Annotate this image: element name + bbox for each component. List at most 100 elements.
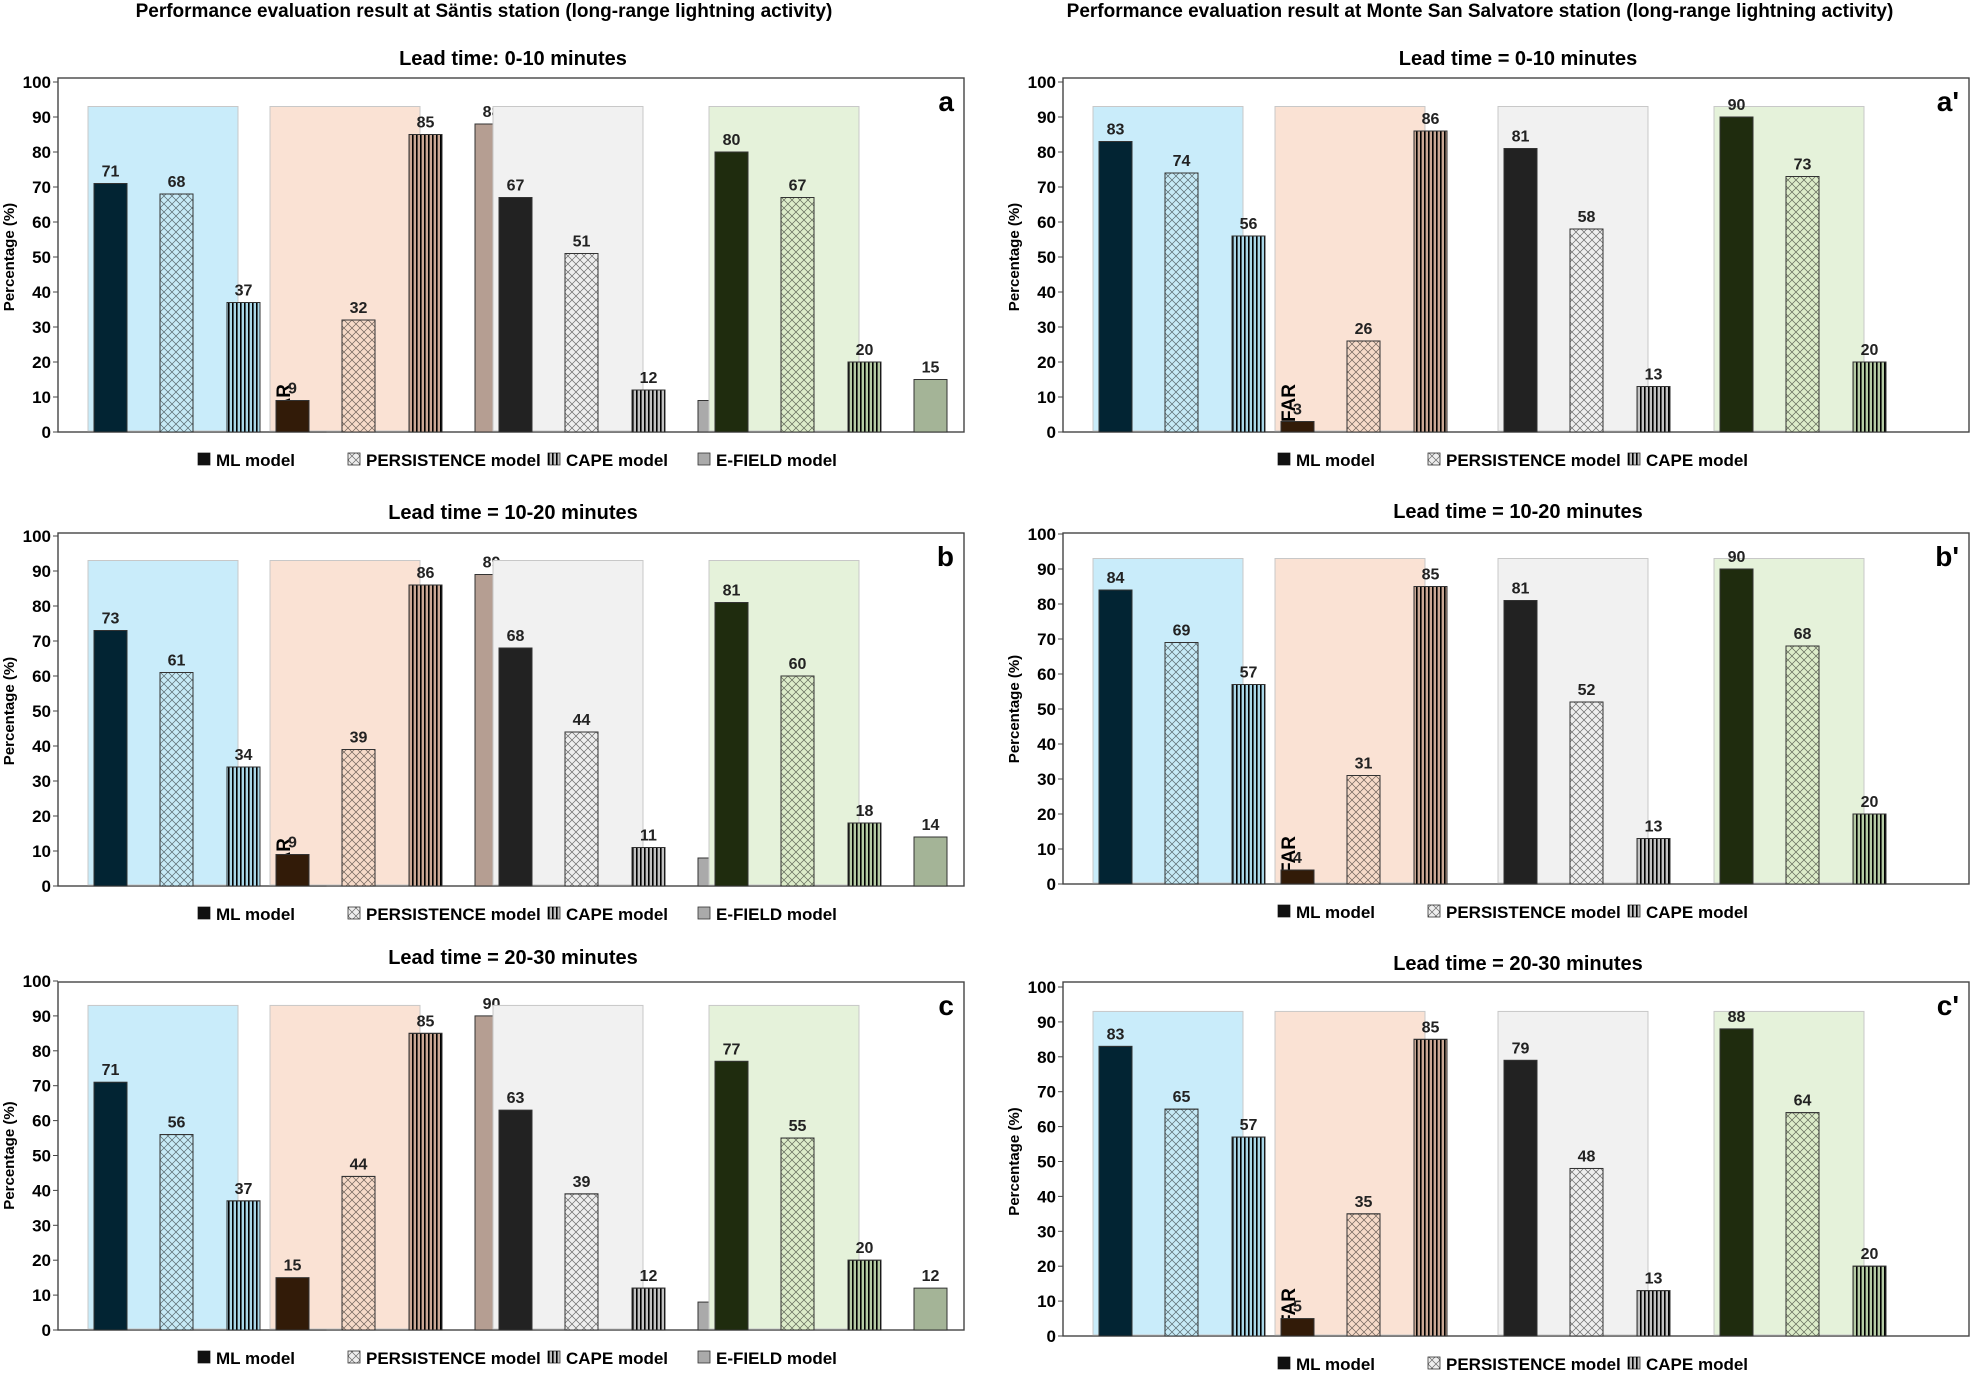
value-label: 52	[1578, 682, 1596, 699]
y-tick-label: 90	[1037, 1013, 1056, 1032]
y-tick-label: 30	[32, 1216, 51, 1235]
bar-pattern-cape-model	[1413, 586, 1448, 885]
category-label-far: FAR	[1279, 384, 1300, 422]
bar-pattern-persistence-model	[564, 253, 599, 433]
y-tick-label: 70	[32, 1077, 51, 1096]
legend-label-ml-model: ML model	[1296, 903, 1375, 922]
bar-b-hss-ml-model	[1719, 568, 1754, 885]
value-label: 26	[1355, 321, 1373, 338]
y-tick-label: 90	[32, 1007, 51, 1026]
value-label: 86	[1422, 111, 1440, 128]
value-label: 58	[1578, 209, 1596, 226]
value-label: 15	[922, 360, 940, 377]
bar-pattern-persistence-model	[1569, 701, 1604, 885]
bar-pattern-cape-model	[1413, 130, 1448, 433]
chart-title: Lead time = 0-10 minutes	[1399, 48, 1637, 70]
value-label: 68	[1794, 626, 1812, 643]
value-label: 15	[284, 1258, 302, 1275]
value-label: 71	[102, 164, 120, 181]
bar-c-csi-ml-model	[1503, 1059, 1538, 1337]
chart-title: Lead time = 20-30 minutes	[388, 947, 638, 969]
y-tick-label: 20	[32, 1251, 51, 1270]
chart-title: Lead time = 20-30 minutes	[1393, 953, 1643, 975]
y-tick-label: 70	[1037, 630, 1056, 649]
category-label-far: FAR	[1279, 836, 1300, 874]
value-label: 68	[168, 174, 186, 191]
y-tick-label: 80	[1037, 143, 1056, 162]
bar-pattern-persistence-model	[159, 1134, 194, 1331]
legend-label-cape-model: CAPE model	[1646, 1355, 1748, 1374]
value-label: 81	[1512, 581, 1530, 598]
y-tick-label: 80	[32, 597, 51, 616]
value-label: 88	[1728, 1009, 1746, 1026]
value-label: 14	[922, 817, 940, 834]
value-label: 69	[1173, 623, 1191, 640]
bar-c-hss-e-field-model	[913, 1287, 948, 1331]
legend-swatch-pattern	[548, 1351, 560, 1363]
bar-pattern-persistence-model	[1785, 1112, 1820, 1337]
value-label: 57	[1240, 1117, 1258, 1134]
bar-pattern-persistence-model	[1164, 642, 1199, 885]
bar-c-hss-ml-model	[714, 1060, 749, 1331]
legend-label-persistence-model: PERSISTENCE model	[1446, 451, 1621, 470]
value-label: 79	[1512, 1040, 1530, 1057]
y-tick-label: 80	[32, 1042, 51, 1061]
bar-b-pod-ml-model	[93, 630, 128, 887]
value-label: 13	[1645, 367, 1663, 384]
y-axis-label: Percentage (%)	[1, 1101, 18, 1209]
y-axis-label: Percentage (%)	[1006, 1107, 1023, 1215]
y-tick-label: 20	[1037, 1257, 1056, 1276]
chart-panel-b: Lead time = 10-20 minutes 0 10 20 30 40 50 60 70…	[1006, 501, 1970, 922]
bar-pattern-persistence-model	[341, 1175, 376, 1331]
legend-label-persistence-model: PERSISTENCE model	[366, 451, 541, 470]
legend-label-ml-model: ML model	[216, 1349, 295, 1368]
y-tick-label: 100	[23, 527, 51, 546]
bar-pattern-persistence-model	[1569, 228, 1604, 433]
value-label: 85	[1422, 1019, 1440, 1036]
value-label: 77	[723, 1041, 741, 1058]
value-label: 35	[1355, 1194, 1373, 1211]
y-tick-label: 50	[1037, 700, 1056, 719]
y-tick-label: 0	[42, 1321, 51, 1340]
bar-pattern-cape-model	[226, 1200, 261, 1331]
value-label: 5	[1293, 1299, 1302, 1316]
value-label: 13	[1645, 1271, 1663, 1288]
value-label: 39	[350, 730, 368, 747]
bar-b-csi-ml-model	[498, 647, 533, 887]
chart-panel-c: Lead time = 20-30 minutes 0 10 20 30 40 50 60 70…	[1006, 953, 1970, 1374]
y-tick-label: 10	[32, 1286, 51, 1305]
value-label: 60	[789, 656, 807, 673]
value-label: 68	[507, 628, 525, 645]
y-tick-label: 60	[32, 1112, 51, 1131]
bar-b-far-ml-model	[1280, 869, 1315, 885]
legend-swatch-pattern	[1428, 1357, 1440, 1369]
legend-swatch-e-field-model	[697, 1350, 711, 1364]
bar-pattern-persistence-model	[1785, 176, 1820, 433]
legend-label-cape-model: CAPE model	[1646, 903, 1748, 922]
bar-pattern-cape-model	[1636, 1290, 1671, 1337]
legend-label-e-field-model: E-FIELD model	[716, 905, 837, 924]
y-tick-label: 60	[32, 213, 51, 232]
legend-swatch-pattern	[348, 453, 360, 465]
legend-swatch-ml-fill	[198, 1351, 210, 1363]
value-label: 85	[417, 115, 435, 132]
value-label: 31	[1355, 756, 1373, 773]
bar-pattern-persistence-model	[1785, 645, 1820, 885]
value-label: 83	[1107, 1026, 1125, 1043]
value-label: 84	[1107, 570, 1125, 587]
y-tick-label: 30	[1037, 770, 1056, 789]
bar-pattern-persistence-model	[159, 193, 194, 433]
y-tick-label: 0	[42, 423, 51, 442]
y-axis-label: Percentage (%)	[1006, 655, 1023, 763]
bar-pattern-persistence-model	[1346, 1213, 1381, 1337]
value-label: 56	[168, 1115, 186, 1132]
bar-b-far-ml-model	[275, 854, 310, 887]
panel-letter: c'	[1937, 990, 1959, 1021]
left-column-title: Performance evaluation result at Säntis …	[136, 1, 833, 22]
y-axis-label: Percentage (%)	[1006, 203, 1023, 311]
panel-letter: b	[937, 541, 954, 572]
value-label: 71	[102, 1062, 120, 1079]
bar-c-pod-ml-model	[93, 1081, 128, 1331]
y-tick-label: 10	[1037, 840, 1056, 859]
bar-pattern-cape-model	[847, 1259, 882, 1331]
